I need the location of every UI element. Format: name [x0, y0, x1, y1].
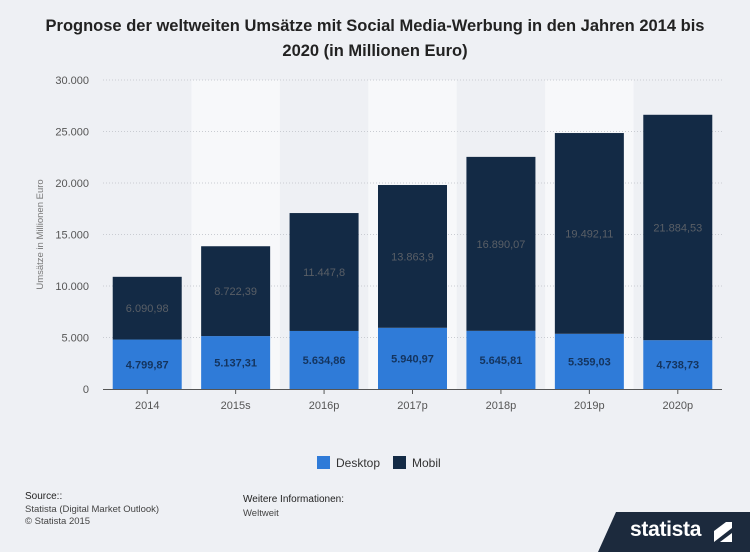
legend-label-mobil[interactable]: Mobil [412, 456, 441, 470]
bar-desktop[interactable] [289, 330, 359, 389]
statista-mark-icon [714, 522, 732, 542]
y-tick-label: 30.000 [55, 75, 89, 87]
data-label-desktop: 5.137,31 [214, 358, 257, 370]
bar-mobil[interactable] [554, 133, 624, 334]
source-line-1[interactable]: Statista (Digital Market Outlook) [25, 503, 160, 515]
x-tick-label: 2018p [486, 400, 517, 412]
data-label-desktop: 4.799,87 [126, 359, 169, 371]
data-label-desktop: 5.940,97 [391, 353, 434, 365]
x-tick-label: 2019p [574, 400, 605, 412]
x-tick-label: 2014 [135, 400, 159, 412]
x-tick-label: 2017p [397, 400, 428, 412]
bar-mobil[interactable] [643, 114, 713, 341]
source-block: Source:: Statista (Digital Market Outloo… [25, 491, 159, 529]
info-block: Weitere Informationen: Weltweit [243, 493, 344, 521]
y-tick-label: 15.000 [55, 230, 89, 242]
statista-logo[interactable]: statista [598, 512, 750, 552]
y-tick-label: 20.000 [55, 178, 89, 190]
data-label-desktop: 4.738,73 [656, 360, 699, 372]
info-heading: Weitere Informationen: [243, 494, 344, 505]
bar-desktop[interactable] [378, 327, 447, 389]
bar-desktop[interactable] [201, 336, 271, 389]
info-line-1: Weltweit [243, 508, 279, 519]
source-heading: Source:: [25, 491, 63, 502]
bar-mobil[interactable] [112, 276, 182, 340]
x-tick-label: 2015s [221, 400, 251, 412]
legend-swatch-mobil [393, 456, 406, 469]
y-tick-label: 0 [83, 384, 89, 396]
data-label-mobil: 8.722,39 [214, 286, 257, 298]
x-tick-label: 2016p [309, 400, 340, 412]
data-label-mobil: 6.090,98 [126, 303, 169, 315]
bar-mobil[interactable] [289, 213, 359, 331]
legend-swatch-desktop [317, 456, 330, 469]
y-axis-title: Umsätze in Millionen Euro [35, 179, 46, 289]
bar-desktop[interactable] [112, 339, 182, 389]
x-tick-label: 2020p [662, 400, 693, 412]
data-label-desktop: 5.359,03 [568, 356, 611, 368]
y-tick-label: 5.000 [61, 333, 89, 345]
data-label-desktop: 5.634,86 [303, 355, 346, 367]
bar-mobil[interactable] [201, 246, 271, 337]
data-label-mobil: 11.447,8 [303, 267, 345, 279]
chart-title: Prognose der weltweiten Umsätze mit Soci… [45, 17, 705, 60]
bar-desktop[interactable] [643, 340, 713, 389]
data-label-mobil: 21.884,53 [653, 222, 702, 234]
logo-text: statista [630, 518, 702, 541]
bar-desktop[interactable] [554, 333, 624, 389]
legend-label-desktop[interactable]: Desktop [336, 456, 380, 470]
source-line-2: © Statista 2015 [25, 516, 91, 527]
data-label-mobil: 16.890,07 [476, 239, 525, 251]
data-label-desktop: 5.645,81 [480, 355, 523, 367]
data-label-mobil: 19.492,11 [565, 228, 613, 240]
bar-mobil[interactable] [466, 156, 536, 331]
data-label-mobil: 13.863,9 [391, 251, 434, 263]
y-tick-label: 10.000 [55, 281, 89, 293]
bar-mobil[interactable] [378, 185, 447, 328]
y-tick-label: 25.000 [55, 127, 89, 139]
bar-desktop[interactable] [466, 330, 536, 389]
